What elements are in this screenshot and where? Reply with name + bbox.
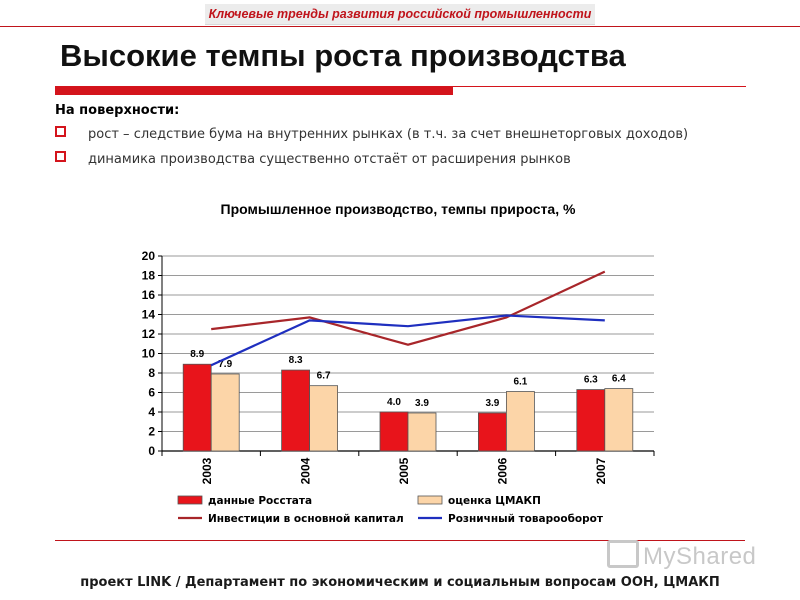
- bar: [309, 385, 339, 452]
- y-tick-label: 10: [142, 347, 156, 361]
- data-label: 6.4: [612, 374, 626, 385]
- data-label: 6.1: [513, 377, 527, 388]
- chart-title: Промышленное производство, темпы прирост…: [221, 201, 576, 217]
- data-label: 4.0: [387, 397, 401, 408]
- footer-divider: [55, 540, 745, 541]
- data-label: 3.9: [485, 398, 499, 409]
- watermark: MyShared: [607, 540, 756, 571]
- legend-label: данные Росстата: [208, 495, 312, 507]
- x-tick-label: 2003: [200, 457, 214, 484]
- bullet-text: динамика производства существенно отстаё…: [88, 152, 571, 167]
- y-tick-label: 14: [142, 308, 156, 322]
- header-banner: Ключевые тренды развития российской пром…: [205, 4, 595, 25]
- bar: [379, 411, 409, 452]
- bar: [477, 412, 507, 452]
- data-label: 6.3: [584, 375, 598, 386]
- legend-label: Розничный товарооборот: [448, 513, 604, 525]
- title-underline-bar: [55, 86, 453, 95]
- bullet-text: рост – следствие бума на внутренних рынк…: [88, 127, 689, 142]
- series-line: [210, 314, 605, 367]
- chart: Промышленное производство, темпы прирост…: [128, 183, 672, 537]
- data-label: 7.9: [218, 359, 232, 370]
- bar: [182, 363, 212, 452]
- surface-label: На поверхности:: [55, 103, 180, 118]
- data-label: 8.9: [190, 349, 204, 360]
- header-banner-text: Ключевые тренды развития российской пром…: [208, 7, 592, 21]
- presentation-board-icon: [607, 540, 639, 568]
- legend-label: Инвестиции в основной капитал: [208, 513, 404, 525]
- y-tick-label: 2: [148, 425, 155, 439]
- chart-svg: Промышленное производство, темпы прирост…: [128, 183, 672, 537]
- y-tick-label: 12: [142, 327, 156, 341]
- legend-swatch: [417, 495, 443, 505]
- data-label: 3.9: [415, 398, 429, 409]
- x-tick-label: 2005: [397, 457, 411, 484]
- legend-label: оценка ЦМАКП: [448, 495, 541, 507]
- bar: [281, 369, 311, 452]
- x-tick-label: 2004: [299, 457, 313, 484]
- bullet-item: динамика производства существенно отстаё…: [55, 151, 571, 167]
- bar: [604, 388, 634, 452]
- x-tick-label: 2007: [594, 457, 608, 484]
- footer-text: проект LINK / Департамент по экономическ…: [80, 575, 720, 590]
- bar: [576, 389, 606, 452]
- y-tick-label: 0: [148, 444, 155, 458]
- bar: [505, 391, 535, 452]
- bullet-item: рост – следствие бума на внутренних рынк…: [55, 126, 688, 142]
- title-underline-line: [453, 86, 746, 87]
- bar: [210, 373, 240, 452]
- y-tick-label: 8: [148, 366, 155, 380]
- y-tick-label: 16: [142, 288, 156, 302]
- y-tick-label: 18: [142, 269, 156, 283]
- bar: [407, 412, 437, 452]
- x-tick-label: 2006: [495, 457, 509, 484]
- y-tick-label: 20: [142, 249, 156, 263]
- header-divider: [0, 26, 800, 27]
- bullet-square-icon: [55, 151, 66, 162]
- watermark-text: MyShared: [643, 543, 757, 570]
- data-label: 6.7: [317, 371, 331, 382]
- data-label: 8.3: [289, 355, 303, 366]
- legend-swatch: [177, 495, 203, 505]
- y-tick-label: 6: [148, 386, 155, 400]
- bullet-square-icon: [55, 126, 66, 137]
- y-tick-label: 4: [148, 405, 155, 419]
- page-title: Высокие темпы роста производства: [60, 38, 626, 73]
- series-line: [211, 270, 606, 346]
